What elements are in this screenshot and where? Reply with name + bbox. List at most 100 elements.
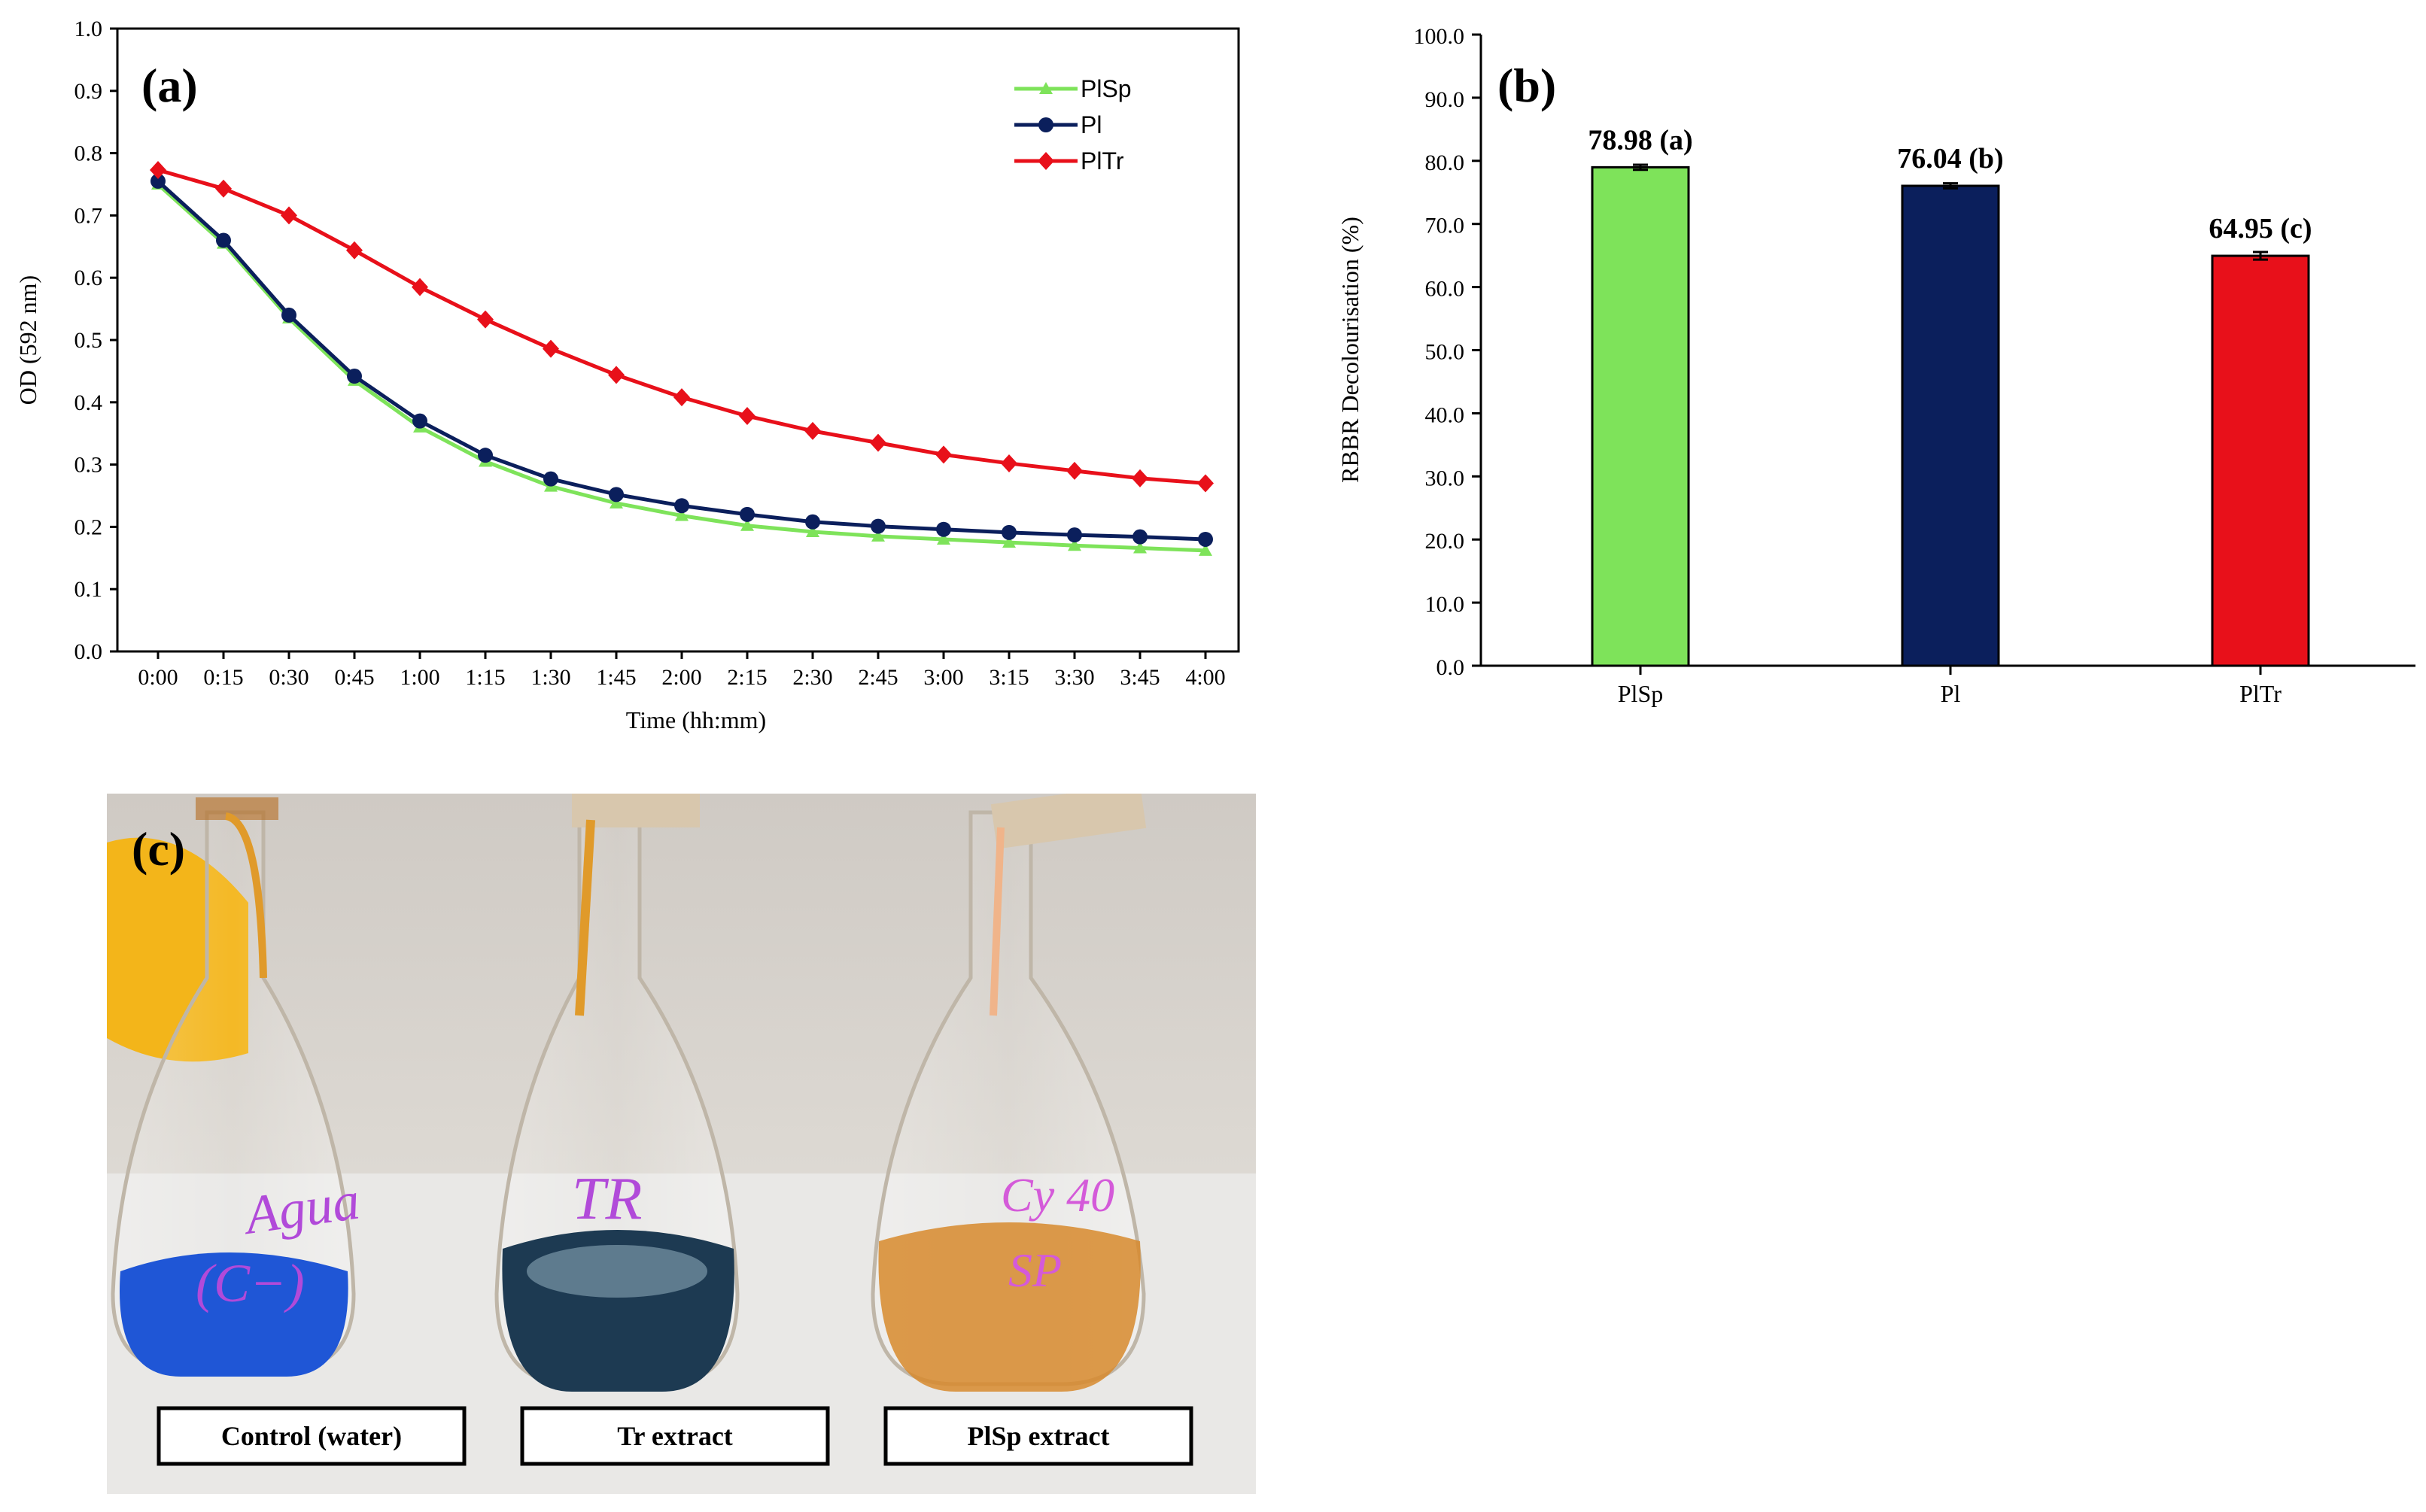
panel-a-x-tick-label: 3:45 [1120, 665, 1160, 690]
panel-a-x-tick-label: 2:00 [661, 665, 701, 690]
point-pltr [1066, 461, 1083, 480]
panel-b-y-tick-label: 10.0 [1425, 592, 1465, 617]
panel-a-x-tick-label: 2:45 [858, 665, 898, 690]
point-pltr [346, 241, 363, 260]
legend-marker-plsp [1039, 82, 1053, 94]
point-plsp [1068, 539, 1081, 551]
point-pl [805, 514, 820, 530]
panel-a-x-tick-label: 2:15 [727, 665, 767, 690]
label-control: Control (water) [221, 1421, 402, 1451]
legend-label-pltr: PlTr [1081, 147, 1124, 175]
panel-a-x-tick-label: 1:30 [530, 665, 570, 690]
panel-b-y-tick-label: 60.0 [1425, 277, 1465, 302]
series-pl [150, 173, 1213, 547]
point-pltr [673, 388, 690, 407]
panel-a-y-tick-label: 0.0 [74, 639, 103, 664]
point-pl [150, 173, 166, 189]
point-pltr [739, 407, 755, 426]
point-plsp [1133, 541, 1147, 554]
label-box-tr [520, 1406, 830, 1466]
point-pltr [804, 421, 821, 440]
point-plsp [610, 496, 623, 509]
panel-a-x-axis-label: Time (hh:mm) [626, 706, 766, 733]
panel-b-x-tick-label-pl: Pl [1941, 680, 1961, 707]
panel-a-x-tick-label: 3:15 [989, 665, 1029, 690]
panel-a-x-tick-label: 1:00 [400, 665, 439, 690]
point-pl [347, 369, 362, 384]
point-pl [674, 498, 689, 514]
panel-a-y-tick-label: 0.8 [74, 141, 103, 166]
panel-b-y-tick-label: 30.0 [1425, 466, 1465, 490]
point-pl [936, 521, 951, 537]
line-pltr [157, 168, 1206, 485]
point-plsp [1002, 536, 1016, 548]
panel-a-y-tick-label: 0.5 [74, 328, 103, 353]
panel-a-y-tick-label: 0.4 [74, 390, 103, 415]
point-pltr [608, 366, 625, 384]
point-pl [740, 506, 755, 522]
liquid-plsp [878, 1222, 1141, 1392]
panel-b-y-tick-label: 70.0 [1425, 214, 1465, 238]
point-pl [1002, 524, 1017, 540]
bar-value-label-plsp: 78.98 (a) [1588, 124, 1692, 156]
panel-a-x-tick-label: 3:00 [923, 665, 963, 690]
point-pl [216, 232, 231, 248]
point-pl [478, 448, 493, 463]
panel-a-x-tick-label: 1:45 [596, 665, 636, 690]
panel-a-legend: PlSp Pl PlTr [1014, 75, 1132, 175]
flask-control: Agua (C−) [111, 797, 363, 1377]
point-pltr [215, 179, 232, 198]
point-pltr [935, 445, 952, 464]
point-pl [543, 471, 558, 487]
legend-label-pl: Pl [1081, 111, 1102, 138]
panel-a-y-tick-label: 0.1 [74, 577, 103, 602]
bar-value-label-pltr: 64.95 (c) [2209, 213, 2312, 244]
panel-b-letter: (b) [1497, 59, 1556, 112]
panel-a-x-tick-label: 1:15 [465, 665, 505, 690]
panel-c-letter: (c) [132, 822, 185, 876]
line-plsp [157, 183, 1206, 553]
point-pl [1132, 529, 1148, 545]
flask-tr-marking: TR [572, 1166, 642, 1232]
panel-a-y-tick-label: 0.7 [74, 203, 103, 228]
panel-b-y-tick-label: 90.0 [1425, 87, 1465, 112]
label-box-control [157, 1406, 467, 1466]
panel-a-line-chart: 0.0 0.1 0.2 0.3 0.4 0.5 0.6 0.7 0.8 0.9 1.0 0:00 0:… [14, 17, 1240, 733]
panel-a-x-tick-label: 0:00 [138, 665, 178, 690]
panel-b-y-tick-label: 0.0 [1436, 655, 1465, 680]
point-plsp [740, 518, 754, 531]
point-pl [871, 518, 886, 534]
flask-plsp-marking: Cy 40 [1001, 1168, 1114, 1222]
flask-tr: TR [494, 794, 740, 1392]
flask-control-marking-2: (C−) [196, 1253, 305, 1313]
legend-marker-pl [1038, 117, 1053, 132]
bar-pltr [2211, 254, 2310, 667]
point-plsp [675, 509, 689, 521]
legend-marker-pltr [1038, 152, 1054, 170]
label-tr: Tr extract [617, 1421, 733, 1451]
flask-plsp-marking-2: SP [1008, 1243, 1062, 1297]
point-pltr [281, 206, 297, 225]
point-pl [1067, 527, 1082, 543]
panel-a-y-tick-label: 0.3 [74, 453, 103, 478]
panel-c-photo: Agua (C−) TR Cy 40 SP Control (water) Tr… [107, 794, 1256, 1494]
point-plsp [871, 529, 885, 542]
point-pltr [543, 339, 559, 358]
point-pl [1198, 531, 1213, 547]
bar-plsp [1591, 165, 1690, 667]
bar-pl [1901, 184, 2000, 667]
point-pltr [412, 278, 428, 296]
bar-value-label-pl: 76.04 (b) [1897, 143, 2003, 175]
panel-b-y-tick-label: 20.0 [1425, 529, 1465, 554]
panel-a-x-tick-label: 4:00 [1185, 665, 1225, 690]
panel-b-y-tick-label: 100.0 [1414, 24, 1465, 49]
panel-a-y-tick-label: 0.9 [74, 79, 103, 104]
point-pltr [1132, 469, 1148, 487]
panel-a-x-tick-label: 0:15 [203, 665, 243, 690]
panel-b-bar-chart: 0.0 10.0 20.0 30.0 40.0 50.0 60.0 70.0 80.0 90.0 1… [1336, 24, 2415, 707]
point-pl [281, 307, 296, 323]
point-pltr [150, 160, 166, 179]
point-plsp [806, 525, 819, 538]
panel-b-y-axis-label: RBBR Decolourisation (%) [1336, 217, 1363, 483]
